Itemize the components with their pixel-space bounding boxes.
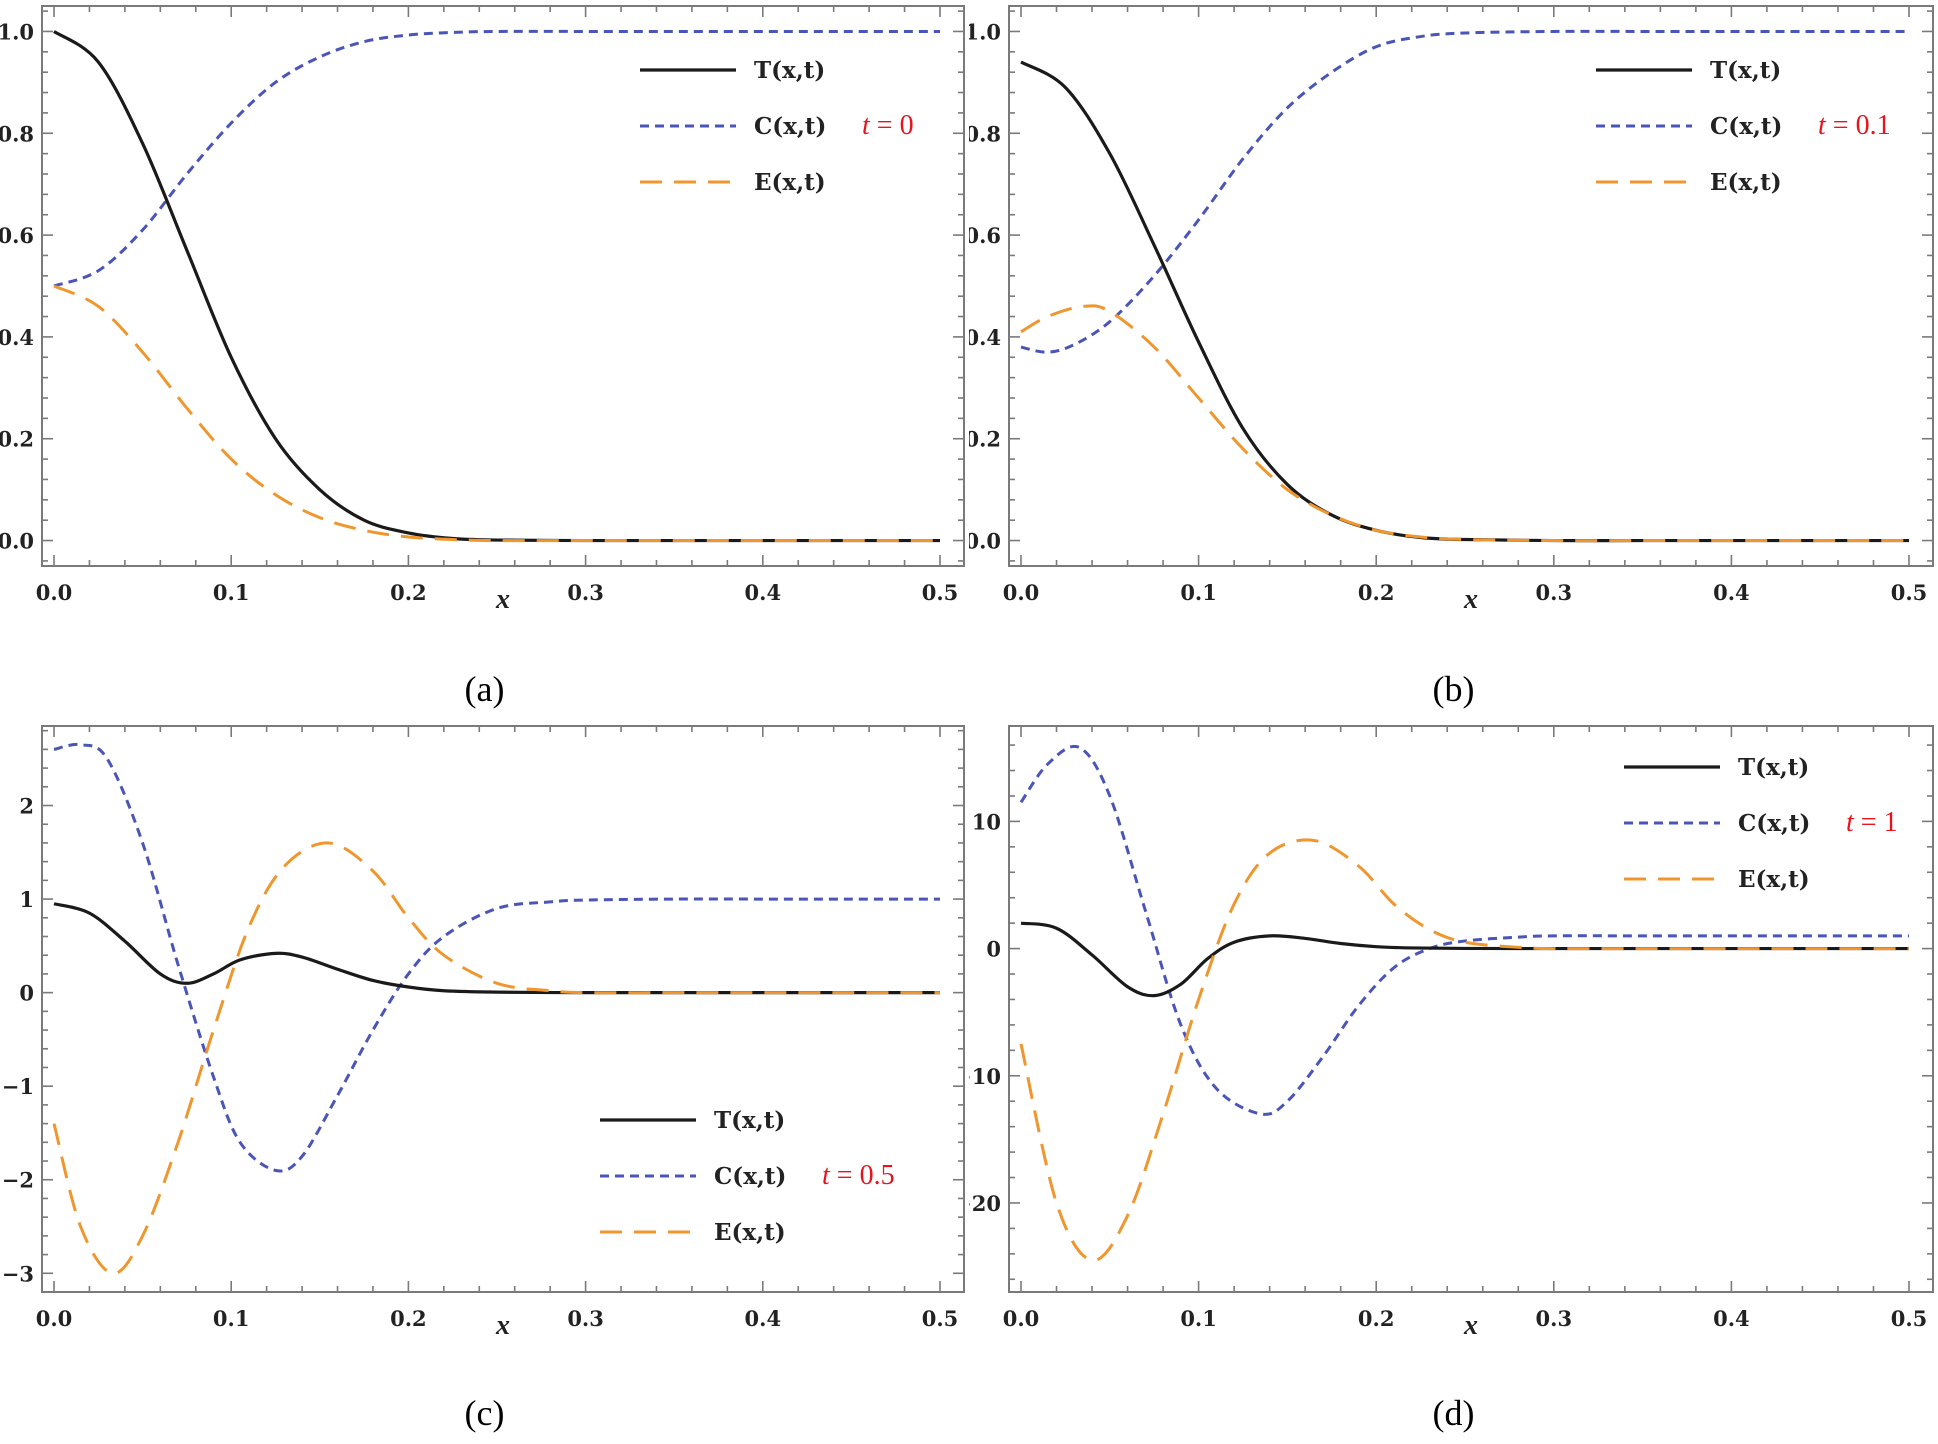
series-group xyxy=(52,742,940,1275)
time-label: t = 0.1 xyxy=(1818,110,1891,141)
legend-label-C: C(x,t) xyxy=(754,113,826,140)
y-tick-label: 0.6 xyxy=(969,223,1001,248)
x-tick-label: 0.0 xyxy=(1003,580,1040,605)
series-line-T xyxy=(53,30,940,543)
x-tick-label: 0.4 xyxy=(745,580,782,605)
chart-panel-c: 0.0 0.1 0.2 0.3 0.4 0.5 −3 −2 −1 0 1 2 x T(x,t) C(x,t)… xyxy=(0,722,969,1444)
plot-frame xyxy=(41,725,965,1293)
series-line-C xyxy=(53,742,940,1173)
series-line-T xyxy=(53,902,940,995)
y-tick-label: −10 xyxy=(969,1064,1001,1089)
y-tick-label: 0.2 xyxy=(969,427,1001,452)
series-group xyxy=(1019,744,1909,1262)
chart-c: 0.0 0.1 0.2 0.3 0.4 0.5 −3 −2 −1 0 1 2 x T(x,t) C(x,t)… xyxy=(2,725,965,1341)
legend-label-E: E(x,t) xyxy=(754,169,826,196)
chart-b: 0.0 0.1 0.2 0.3 0.4 0.5 0.0 0.2 0.4 0.6 0.8 1.0 x T(x… xyxy=(969,5,1934,615)
y-tick-label: 0.4 xyxy=(969,325,1001,350)
legend-label-C: C(x,t) xyxy=(1710,113,1782,140)
y-tick-label: 1 xyxy=(19,887,34,912)
y-tick-label: 1.0 xyxy=(0,19,34,44)
caption-b: (b) xyxy=(1432,669,1475,709)
y-tick-label: 10 xyxy=(972,809,1001,834)
x-tick-label: 0.4 xyxy=(1713,580,1750,605)
legend-label-T: T(x,t) xyxy=(1738,754,1809,781)
x-tick-label: 0.5 xyxy=(1891,580,1928,605)
chart-d: 0.0 0.1 0.2 0.3 0.4 0.5 −20 −10 0 10 x T(x,t) C(x,t)… xyxy=(969,725,1934,1341)
y-tick-label: 1.0 xyxy=(969,19,1001,44)
x-tick-label: 0.3 xyxy=(567,1306,604,1331)
chart-panel-a: 0.0 0.1 0.2 0.3 0.4 0.5 0.0 0.2 0.4 0.6 0.8 1.0 x T(x… xyxy=(0,0,969,722)
series-line-E xyxy=(1019,838,1909,1262)
y-tick-label: 0.6 xyxy=(0,223,34,248)
series-line-E xyxy=(52,841,940,1275)
x-tick-label: 0.5 xyxy=(1891,1306,1928,1331)
x-tick-label: 0.2 xyxy=(1358,580,1395,605)
legend-label-E: E(x,t) xyxy=(714,1219,786,1246)
legend-label-T: T(x,t) xyxy=(714,1107,785,1134)
y-tick-label: 0 xyxy=(19,981,34,1006)
series-line-C xyxy=(53,29,940,288)
y-tick-label: 0.0 xyxy=(969,529,1001,554)
x-tick-label: 0.2 xyxy=(1358,1306,1395,1331)
x-axis-label: x xyxy=(1463,584,1478,615)
series-group xyxy=(1020,29,1909,543)
x-tick-label: 0.5 xyxy=(922,1306,959,1331)
x-tick-label: 0.1 xyxy=(213,580,250,605)
y-tick-label: −3 xyxy=(2,1261,34,1286)
chart-panel-d: 0.0 0.1 0.2 0.3 0.4 0.5 −20 −10 0 10 x T(x,t) C(x,t)… xyxy=(969,722,1938,1444)
x-axis-label: x xyxy=(495,584,510,615)
chart-a: 0.0 0.1 0.2 0.3 0.4 0.5 0.0 0.2 0.4 0.6 0.8 1.0 x T(x… xyxy=(0,5,965,615)
x-tick-label: 0.5 xyxy=(922,580,959,605)
plot-frame xyxy=(1008,725,1934,1293)
caption-a: (a) xyxy=(464,669,505,709)
x-tick-label: 0.3 xyxy=(1536,1306,1573,1331)
x-tick-label: 0.0 xyxy=(36,1306,73,1331)
legend-label-T: T(x,t) xyxy=(1710,57,1781,84)
series-group xyxy=(53,29,940,543)
x-tick-label: 0.3 xyxy=(1536,580,1573,605)
x-tick-label: 0.1 xyxy=(1180,1306,1217,1331)
chart-panel-b: 0.0 0.1 0.2 0.3 0.4 0.5 0.0 0.2 0.4 0.6 0.8 1.0 x T(x… xyxy=(969,0,1938,722)
y-tick-label: 0.0 xyxy=(0,529,34,554)
time-label: t = 0 xyxy=(862,110,914,141)
legend-label-E: E(x,t) xyxy=(1710,169,1782,196)
caption-d: (d) xyxy=(1432,1393,1475,1433)
series-line-E xyxy=(53,284,940,543)
y-tick-label: 0.2 xyxy=(0,427,34,452)
y-tick-label: −2 xyxy=(2,1168,34,1193)
series-line-C xyxy=(1019,744,1909,1116)
legend-label-T: T(x,t) xyxy=(754,57,825,84)
time-label: t = 1 xyxy=(1846,807,1898,838)
x-tick-label: 0.4 xyxy=(1713,1306,1750,1331)
x-tick-label: 0.1 xyxy=(1180,580,1217,605)
y-tick-label: −20 xyxy=(969,1191,1001,1216)
time-label: t = 0.5 xyxy=(822,1160,895,1191)
caption-c: (c) xyxy=(464,1393,505,1433)
legend-label-E: E(x,t) xyxy=(1738,866,1810,893)
y-tick-label: 2 xyxy=(19,794,34,819)
x-tick-label: 0.0 xyxy=(36,580,73,605)
y-tick-label: 0.4 xyxy=(0,325,34,350)
plot-frame xyxy=(41,5,965,567)
plot-frame xyxy=(1008,5,1934,567)
x-tick-label: 0.0 xyxy=(1003,1306,1040,1331)
legend-label-C: C(x,t) xyxy=(714,1163,786,1190)
x-tick-label: 0.2 xyxy=(390,1306,427,1331)
y-tick-label: 0.8 xyxy=(969,121,1001,146)
y-tick-label: −1 xyxy=(2,1074,34,1099)
series-line-T xyxy=(1020,921,1909,998)
x-tick-label: 0.4 xyxy=(745,1306,782,1331)
x-tick-label: 0.1 xyxy=(213,1306,250,1331)
x-tick-label: 0.3 xyxy=(567,580,604,605)
series-line-C xyxy=(1020,29,1909,354)
legend-label-C: C(x,t) xyxy=(1738,810,1810,837)
x-axis-label: x xyxy=(495,1310,510,1341)
x-tick-label: 0.2 xyxy=(390,580,427,605)
series-line-E xyxy=(1020,304,1909,543)
y-tick-label: 0.8 xyxy=(0,121,34,146)
y-tick-label: 0 xyxy=(986,937,1001,962)
x-axis-label: x xyxy=(1463,1310,1478,1341)
